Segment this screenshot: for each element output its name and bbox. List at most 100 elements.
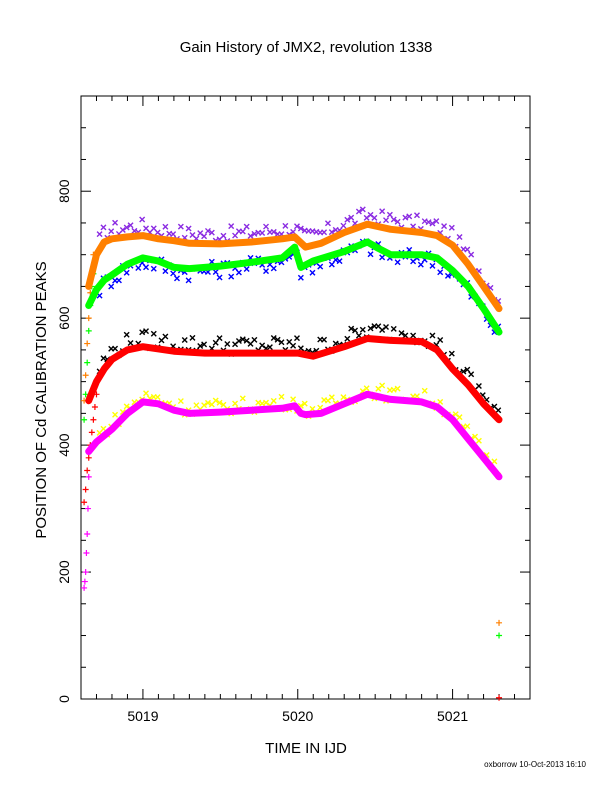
data-point xyxy=(143,264,150,271)
data-point xyxy=(232,400,239,407)
y-tick-label: 400 xyxy=(56,433,72,457)
data-point xyxy=(344,335,351,342)
data-point xyxy=(84,530,91,537)
data-point xyxy=(297,225,304,232)
y-tick-label: 600 xyxy=(56,306,72,330)
data-point xyxy=(270,397,277,404)
data-point xyxy=(173,275,180,282)
data-point xyxy=(216,274,223,281)
plot-frame xyxy=(80,95,531,700)
data-point xyxy=(263,268,270,275)
data-point xyxy=(425,219,432,226)
data-point xyxy=(402,214,409,221)
data-point xyxy=(235,337,242,344)
data-point xyxy=(112,411,119,418)
data-point xyxy=(444,272,451,279)
data-point xyxy=(185,277,192,284)
data-point xyxy=(437,269,444,276)
data-point xyxy=(410,332,417,339)
data-point xyxy=(108,228,115,235)
data-point xyxy=(340,394,347,401)
fit-curves xyxy=(85,220,503,481)
data-point xyxy=(464,366,471,373)
fit-curve xyxy=(85,220,503,313)
data-point xyxy=(112,345,119,352)
data-point xyxy=(123,269,130,276)
data-point xyxy=(81,584,88,591)
data-point xyxy=(441,223,448,230)
data-point xyxy=(359,206,366,213)
data-point xyxy=(429,262,436,269)
y-axis-label: POSITION OF Cd CALIBRATION PEAKS xyxy=(33,261,50,538)
data-point xyxy=(139,329,146,336)
data-point xyxy=(204,399,211,406)
data-point xyxy=(429,220,436,227)
data-point xyxy=(143,328,150,335)
data-point xyxy=(90,416,97,423)
data-point xyxy=(81,416,88,423)
data-point xyxy=(84,467,91,474)
data-point xyxy=(143,390,150,397)
data-point xyxy=(112,219,119,226)
data-point xyxy=(495,407,502,414)
data-point xyxy=(460,368,467,375)
data-point xyxy=(201,402,208,409)
fit-curve xyxy=(85,335,503,424)
data-point xyxy=(150,265,157,272)
data-point xyxy=(212,397,219,404)
data-point xyxy=(197,342,204,349)
data-point xyxy=(123,331,130,338)
data-point xyxy=(88,429,95,436)
data-point xyxy=(216,335,223,342)
data-point xyxy=(150,330,157,337)
data-point xyxy=(348,325,355,332)
data-point xyxy=(251,230,258,237)
data-point xyxy=(177,398,184,405)
data-point xyxy=(263,223,270,230)
data-point xyxy=(85,473,92,480)
data-point xyxy=(278,393,285,400)
data-point xyxy=(270,228,277,235)
data-point xyxy=(390,386,397,393)
data-point xyxy=(390,216,397,223)
data-point xyxy=(383,323,390,330)
data-point xyxy=(170,231,177,238)
data-point xyxy=(348,214,355,221)
data-point xyxy=(83,550,90,557)
data-point xyxy=(162,223,169,230)
data-point xyxy=(243,265,250,272)
data-point xyxy=(81,578,88,585)
x-tick-label: 5021 xyxy=(437,708,468,724)
data-point xyxy=(433,218,440,225)
data-point xyxy=(321,336,328,343)
data-point xyxy=(413,393,420,400)
data-point xyxy=(456,234,463,241)
data-point xyxy=(228,273,235,280)
y-tick-label: 800 xyxy=(56,179,72,203)
data-point xyxy=(475,437,482,444)
data-points xyxy=(81,206,503,701)
fit-curve xyxy=(85,390,503,481)
data-point xyxy=(270,265,277,272)
data-point xyxy=(263,399,270,406)
data-point xyxy=(201,341,208,348)
data-point xyxy=(123,224,130,231)
data-point xyxy=(154,394,161,401)
data-point xyxy=(406,213,413,220)
data-point xyxy=(84,340,91,347)
data-point xyxy=(367,325,374,332)
data-point xyxy=(340,222,347,229)
x-axis-label: TIME IN IJD xyxy=(265,740,347,757)
data-point xyxy=(394,385,401,392)
data-point xyxy=(100,355,107,362)
axis-ticks xyxy=(81,96,530,700)
data-point xyxy=(259,230,266,237)
data-point xyxy=(82,372,89,379)
data-point xyxy=(355,208,362,215)
x-tick-label: 5019 xyxy=(127,708,158,724)
data-point xyxy=(135,265,142,272)
credit-stamp: oxborrow 10-Oct-2013 16:10 xyxy=(484,760,586,769)
chart-title: Gain History of JMX2, revolution 1338 xyxy=(180,39,433,56)
data-point xyxy=(239,336,246,343)
data-point xyxy=(317,263,324,270)
